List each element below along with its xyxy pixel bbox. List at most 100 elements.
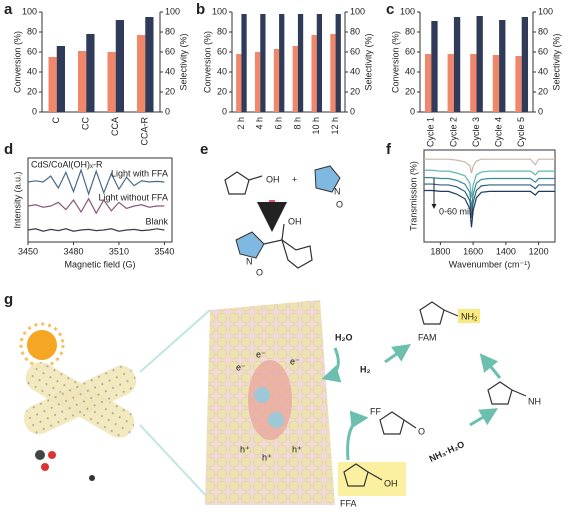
x-tick-label: 10 h	[311, 117, 321, 135]
panel-letter: e	[200, 141, 208, 158]
bar	[297, 14, 304, 112]
y-tick-label: 40	[27, 66, 37, 76]
adsorbate	[248, 360, 292, 440]
y-tick-label: 20	[405, 86, 415, 96]
y-tick-label: 20	[217, 86, 227, 96]
y-axis-label: Conversion (%)	[12, 31, 22, 93]
hole: h⁺	[262, 452, 272, 462]
y2-tick-label: 40	[538, 66, 548, 76]
bar	[254, 52, 261, 112]
bar	[431, 21, 438, 112]
x-tick-label: 2 h	[236, 117, 246, 130]
x-tick-label: 3480	[63, 246, 83, 256]
y-axis-label: Conversion (%)	[202, 31, 212, 93]
zoom-line	[139, 309, 211, 501]
y-tick-label: 80	[27, 26, 37, 36]
bar	[77, 51, 87, 112]
furan	[419, 301, 445, 325]
furan	[280, 238, 313, 269]
y-tick-label: 80	[217, 26, 227, 36]
panel-letter: c	[386, 1, 394, 18]
x-axis-label: Magnetic field (G)	[64, 259, 135, 269]
bar	[145, 17, 154, 112]
y2-tick-label: 0	[538, 106, 543, 116]
y-tick-label: 0	[222, 106, 227, 116]
y-tick-label: 40	[217, 66, 227, 76]
x-tick-label: 3540	[154, 246, 174, 256]
x-tick-label: 4 h	[255, 117, 265, 130]
x-tick-label: C	[51, 117, 61, 124]
x-tick-label: 1200	[529, 246, 549, 256]
bar	[447, 54, 454, 112]
x-tick-label: 1800	[430, 246, 450, 256]
electron: e⁻	[256, 349, 266, 359]
y-tick-label: 0	[32, 106, 37, 116]
y-tick-label: 60	[217, 46, 227, 56]
line	[424, 169, 555, 198]
y2-axis-label: Selectivity (%)	[551, 33, 561, 90]
bond	[443, 309, 459, 317]
y-tick-label: 60	[27, 46, 37, 56]
x-axis-label: Wavenumber (cm⁻¹)	[449, 259, 530, 269]
bar	[492, 55, 500, 112]
product: FAM	[418, 332, 437, 342]
x-tick-label: 12 h	[330, 117, 340, 135]
y2-tick-label: 100	[538, 6, 553, 16]
y-axis-label: Conversion (%)	[390, 31, 400, 93]
line	[424, 177, 555, 209]
arrow	[384, 343, 411, 364]
bar	[273, 49, 280, 112]
bar	[515, 56, 522, 112]
y2-tick-label: 80	[165, 26, 175, 36]
bar	[56, 46, 66, 112]
label: OH	[288, 216, 302, 226]
line	[424, 183, 555, 219]
axis	[41, 12, 161, 113]
x-tick-label: CCA	[110, 117, 120, 136]
y-tick-label: 100	[22, 6, 37, 16]
scheme-e: OH + N O OH N O	[224, 165, 343, 277]
y-tick-label: 20	[27, 86, 37, 96]
furan	[379, 411, 405, 435]
x-tick-label: CC	[81, 117, 91, 130]
series-label: Light without FFA	[98, 192, 168, 202]
bar	[311, 35, 317, 112]
y2-tick-label: 60	[165, 46, 175, 56]
hole: h⁺	[240, 444, 250, 454]
bond	[263, 223, 285, 245]
imine: NH	[528, 396, 541, 406]
y2-tick-label: 60	[538, 46, 548, 56]
y-tick-label: 80	[405, 26, 415, 36]
ammonia: NH₃·H₂O	[428, 439, 466, 464]
hydroxyl: OH	[384, 478, 398, 488]
scheme-g: e⁻ e⁻ e⁻ h⁺ h⁺ h⁺ H₂O H₂ NH₂ FAM NH O FF…	[19, 300, 541, 508]
annotation: 0-60 min	[439, 206, 474, 216]
y2-tick-label: 20	[165, 86, 175, 96]
bar	[136, 35, 146, 112]
atom	[89, 475, 95, 481]
line	[27, 197, 165, 215]
label: +	[292, 174, 297, 184]
bar	[521, 17, 529, 112]
bond	[403, 419, 417, 429]
y-tick-label: 40	[405, 66, 415, 76]
atom	[35, 450, 45, 460]
series-label: Blank	[145, 216, 168, 226]
line	[424, 189, 555, 228]
line	[27, 168, 165, 196]
bar	[476, 16, 483, 112]
x-tick-label: Cycle 2	[448, 117, 458, 147]
atom	[41, 463, 49, 471]
arrow	[479, 353, 502, 379]
arrow	[469, 408, 499, 427]
panel-letter: d	[4, 141, 13, 158]
bond	[248, 175, 263, 181]
arrow	[321, 347, 342, 383]
axis	[231, 12, 346, 113]
aldehyde: FF	[370, 406, 381, 416]
bar	[330, 34, 336, 112]
y-tick-label: 100	[212, 6, 227, 16]
bar	[260, 14, 266, 112]
hydrogen: H₂	[360, 364, 371, 374]
x-tick-label: Cycle 5	[516, 117, 526, 147]
